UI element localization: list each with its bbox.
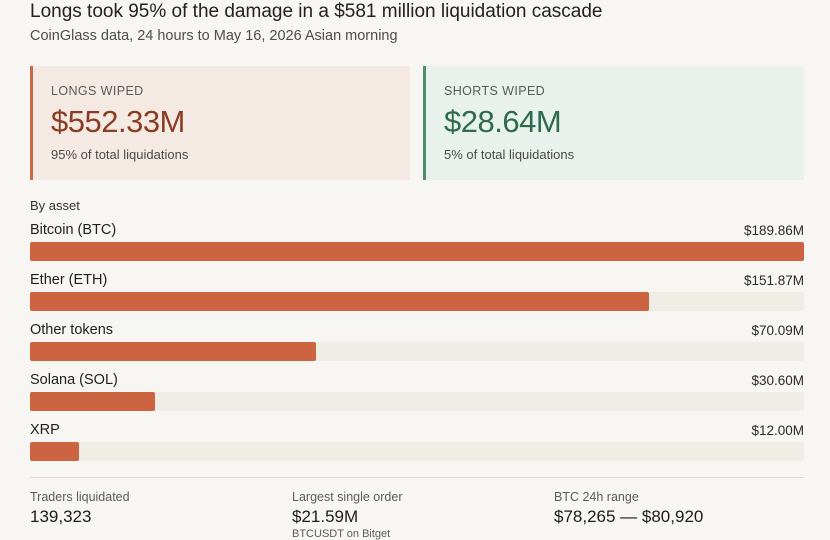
bar-track: [30, 392, 804, 411]
stat-value: $78,265 — $80,920: [554, 507, 704, 526]
stat-label: Largest single order: [292, 490, 403, 504]
asset-row: Ether (ETH) $151.87M: [30, 272, 804, 312]
longs-wiped-card: LONGS WIPED $552.33M 95% of total liquid…: [30, 66, 410, 180]
stat-sub: BTCUSDT on Bitget: [292, 528, 391, 540]
stat-value: $21.59M: [292, 507, 359, 526]
asset-bar: [30, 442, 79, 461]
stat-label: BTC 24h range: [554, 490, 639, 504]
asset-bar: [30, 242, 804, 261]
asset-row: XRP $12.00M: [30, 422, 804, 462]
longs-card-label: LONGS WIPED: [51, 84, 144, 98]
bar-track: [30, 342, 804, 361]
page-title: Longs took 95% of the damage in a $581 m…: [30, 1, 603, 22]
asset-name-label: Other tokens: [30, 322, 114, 338]
asset-row: Solana (SOL) $30.60M: [30, 372, 804, 412]
asset-value-label: $70.09M: [751, 323, 804, 338]
bar-track: [30, 292, 804, 311]
asset-value-label: $12.00M: [751, 423, 804, 438]
longs-card-note: 95% of total liquidations: [51, 147, 189, 162]
shorts-card-note: 5% of total liquidations: [444, 147, 575, 162]
asset-bar: [30, 342, 316, 361]
stats-divider: [30, 477, 804, 478]
asset-name-label: Solana (SOL): [30, 372, 118, 388]
bar-track: [30, 442, 804, 461]
longs-card-value: $552.33M: [51, 104, 185, 139]
asset-value-label: $151.87M: [743, 273, 804, 288]
asset-name-label: Bitcoin (BTC): [30, 222, 117, 238]
shorts-wiped-card: SHORTS WIPED $28.64M 5% of total liquida…: [423, 66, 804, 180]
asset-row: Bitcoin (BTC) $189.86M: [30, 222, 804, 262]
bar-track: [30, 242, 804, 261]
asset-name-label: Ether (ETH): [30, 272, 108, 288]
page-subtitle: CoinGlass data, 24 hours to May 16, 2026…: [30, 28, 398, 44]
asset-value-label: $189.86M: [743, 223, 804, 238]
shorts-card-value: $28.64M: [444, 104, 562, 139]
stat-label: Traders liquidated: [30, 490, 130, 504]
asset-value-label: $30.60M: [751, 373, 804, 388]
asset-bar: [30, 392, 155, 411]
shorts-card-label: SHORTS WIPED: [444, 84, 546, 98]
asset-row: Other tokens $70.09M: [30, 322, 804, 362]
chart-title: By asset: [30, 198, 80, 213]
stat-traders-liquidated: Traders liquidated 139,323: [30, 490, 130, 527]
stat-value: 139,323: [30, 507, 92, 526]
asset-name-label: XRP: [30, 422, 60, 438]
asset-bar: [30, 292, 649, 311]
stat-btc-24h-range: BTC 24h range $78,265 — $80,920: [554, 490, 703, 527]
stat-largest-single-order: Largest single order $21.59M BTCUSDT on …: [292, 490, 402, 540]
